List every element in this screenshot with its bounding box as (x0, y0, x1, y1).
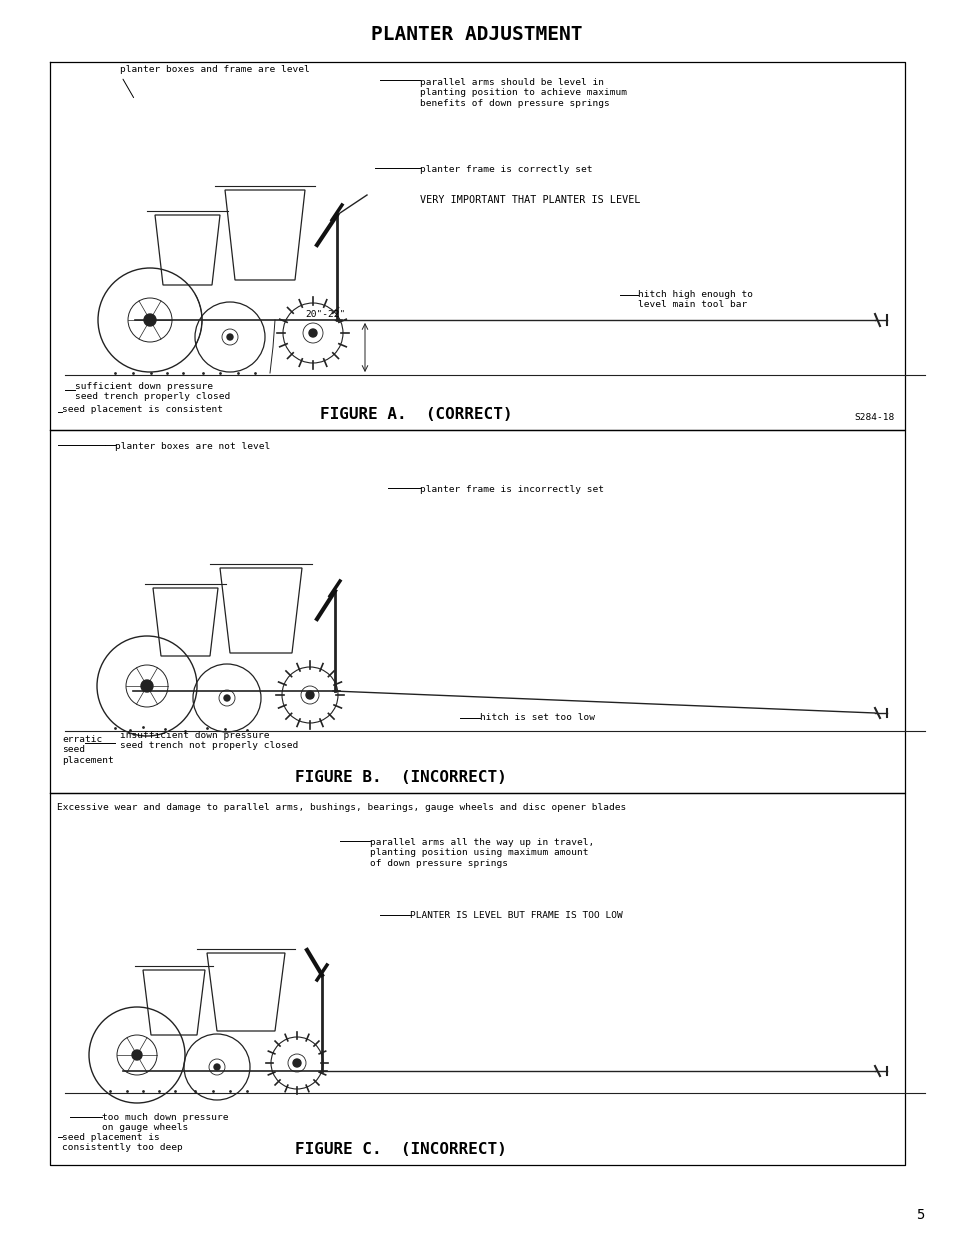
Text: parallel arms should be level in
planting position to achieve maximum
benefits o: parallel arms should be level in plantin… (419, 78, 626, 107)
Circle shape (306, 692, 314, 699)
Text: planter boxes and frame are level: planter boxes and frame are level (120, 65, 310, 98)
Circle shape (227, 333, 233, 340)
Text: FIGURE C.  (INCORRECT): FIGURE C. (INCORRECT) (294, 1142, 506, 1157)
Text: planter frame is correctly set: planter frame is correctly set (419, 165, 592, 174)
Text: insufficient down pressure
seed trench not properly closed: insufficient down pressure seed trench n… (120, 731, 298, 751)
Circle shape (213, 1065, 220, 1070)
Text: 5: 5 (915, 1208, 923, 1221)
Text: S284-18: S284-18 (854, 412, 894, 422)
Circle shape (293, 1058, 301, 1067)
Text: parallel arms all the way up in travel,
planting position using maximum amount
o: parallel arms all the way up in travel, … (370, 839, 594, 868)
Text: erratic
seed
placement: erratic seed placement (62, 735, 113, 764)
Text: hitch is set too low: hitch is set too low (479, 713, 595, 722)
Text: seed placement is
consistently too deep: seed placement is consistently too deep (62, 1132, 183, 1152)
Text: PLANTER ADJUSTMENT: PLANTER ADJUSTMENT (371, 26, 582, 44)
Text: PLANTER IS LEVEL BUT FRAME IS TOO LOW: PLANTER IS LEVEL BUT FRAME IS TOO LOW (410, 911, 622, 920)
Circle shape (141, 680, 152, 692)
Text: 20"-22": 20"-22" (305, 310, 345, 319)
Text: planter frame is incorrectly set: planter frame is incorrectly set (419, 485, 603, 494)
Text: sufficient down pressure
seed trench properly closed: sufficient down pressure seed trench pro… (75, 382, 230, 401)
Circle shape (224, 695, 230, 701)
Text: FIGURE A.  (CORRECT): FIGURE A. (CORRECT) (319, 408, 512, 422)
Text: seed placement is consistent: seed placement is consistent (62, 405, 223, 414)
Circle shape (309, 329, 316, 337)
Circle shape (132, 1050, 142, 1060)
Text: FIGURE B.  (INCORRECT): FIGURE B. (INCORRECT) (294, 769, 506, 785)
Text: hitch high enough to
level main tool bar: hitch high enough to level main tool bar (638, 290, 752, 310)
Text: VERY IMPORTANT THAT PLANTER IS LEVEL: VERY IMPORTANT THAT PLANTER IS LEVEL (419, 195, 639, 205)
Text: too much down pressure
on gauge wheels: too much down pressure on gauge wheels (102, 1113, 229, 1132)
Circle shape (144, 314, 156, 326)
Text: planter boxes are not level: planter boxes are not level (115, 442, 270, 451)
Text: Excessive wear and damage to parallel arms, bushings, bearings, gauge wheels and: Excessive wear and damage to parallel ar… (57, 803, 625, 811)
